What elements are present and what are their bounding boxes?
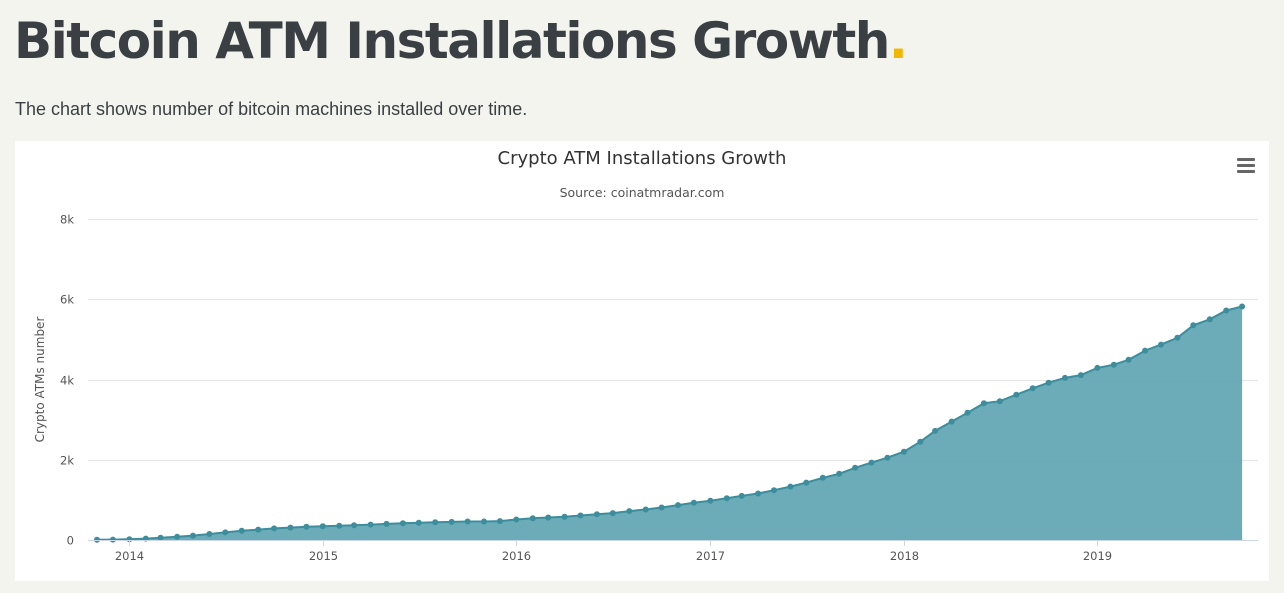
data-point (238, 527, 245, 534)
data-point (723, 495, 730, 502)
y-tick-label: 8k (60, 213, 74, 227)
data-point (1223, 307, 1230, 314)
data-point (1190, 322, 1197, 329)
data-point (1110, 361, 1117, 368)
data-point (609, 510, 616, 517)
data-point (336, 522, 343, 529)
data-point (448, 518, 455, 525)
data-point (948, 418, 955, 425)
data-point (399, 520, 406, 527)
data-point (1013, 391, 1020, 398)
y-tick-label: 2k (60, 454, 74, 468)
data-point (496, 518, 503, 525)
data-point (109, 536, 116, 543)
title-accent-dot: . (888, 12, 908, 70)
data-point (287, 524, 294, 531)
data-point (303, 523, 310, 530)
data-point (513, 516, 520, 523)
data-point (900, 448, 907, 455)
menu-bar (1237, 170, 1255, 173)
data-point (819, 474, 826, 481)
page-title: Bitcoin ATM Installations Growth. (14, 8, 908, 74)
data-point (593, 511, 600, 518)
data-point (658, 504, 665, 511)
data-point (1062, 374, 1068, 381)
data-point (529, 515, 536, 522)
data-point (852, 464, 859, 471)
data-point (190, 532, 196, 539)
y-tick-label: 4k (60, 374, 74, 388)
data-point (626, 508, 633, 515)
data-point (481, 518, 487, 525)
data-point (367, 521, 374, 528)
data-point (432, 519, 439, 526)
menu-bar (1237, 164, 1255, 167)
data-point (996, 398, 1003, 405)
chart-subtitle: Source: coinatmradar.com (559, 185, 725, 200)
x-tick-label: 2019 (1083, 549, 1112, 563)
page-subtitle: The chart shows number of bitcoin machin… (15, 99, 528, 119)
chart-title: Crypto ATM Installations Growth (497, 148, 787, 169)
data-point (1094, 364, 1101, 371)
chart-card: 0 2k 4k 6k 8k Crypto ATMs number 2014 2015 2016 2… (15, 141, 1269, 581)
series-area (97, 306, 1243, 540)
data-point (206, 531, 213, 537)
area-chart: 0 2k 4k 6k 8k Crypto ATMs number 2014 2015 2016 2… (33, 213, 1258, 563)
y-axis-label: Crypto ATMs number (33, 317, 47, 443)
data-point (738, 492, 745, 499)
y-tick-label: 6k (60, 293, 74, 307)
data-point (1158, 341, 1164, 348)
hamburger-menu-icon[interactable] (1234, 154, 1256, 176)
y-tick-label: 0 (67, 534, 74, 548)
data-point (980, 400, 987, 407)
data-point (577, 512, 584, 519)
data-point (917, 438, 924, 445)
page-title-text: Bitcoin ATM Installations Growth (14, 12, 890, 70)
data-point (415, 519, 422, 526)
data-point (94, 536, 100, 543)
data-point (868, 459, 875, 466)
data-point (222, 529, 229, 536)
data-point (675, 502, 681, 509)
x-tick-label: 2014 (115, 549, 144, 563)
data-point (351, 522, 358, 529)
data-point (255, 526, 262, 533)
data-point (771, 487, 777, 494)
data-point (383, 520, 390, 527)
data-point (174, 533, 181, 540)
data-point (1045, 379, 1052, 386)
x-tick-label: 2016 (502, 549, 531, 563)
data-point (707, 497, 714, 504)
data-point (1239, 303, 1246, 310)
menu-bar (1237, 158, 1255, 161)
data-point (787, 483, 794, 490)
data-point (964, 409, 971, 416)
x-tick-label: 2017 (696, 549, 725, 563)
data-point (755, 490, 762, 497)
x-tick-label: 2015 (309, 549, 338, 563)
data-point (836, 470, 843, 477)
data-point (1077, 372, 1084, 379)
data-point (1142, 347, 1149, 354)
data-point (157, 534, 164, 541)
data-point (464, 518, 471, 525)
data-point (561, 513, 568, 520)
data-point (690, 499, 697, 506)
data-point (1174, 334, 1181, 341)
data-point (1125, 356, 1132, 363)
data-point (1029, 385, 1036, 392)
data-point (932, 427, 939, 434)
data-point (803, 479, 810, 486)
x-tick-label: 2018 (890, 549, 919, 563)
data-point (884, 454, 891, 461)
data-point (642, 506, 649, 513)
data-point (271, 525, 278, 532)
data-point (319, 523, 326, 530)
data-point (1206, 316, 1213, 323)
data-point (545, 514, 552, 521)
